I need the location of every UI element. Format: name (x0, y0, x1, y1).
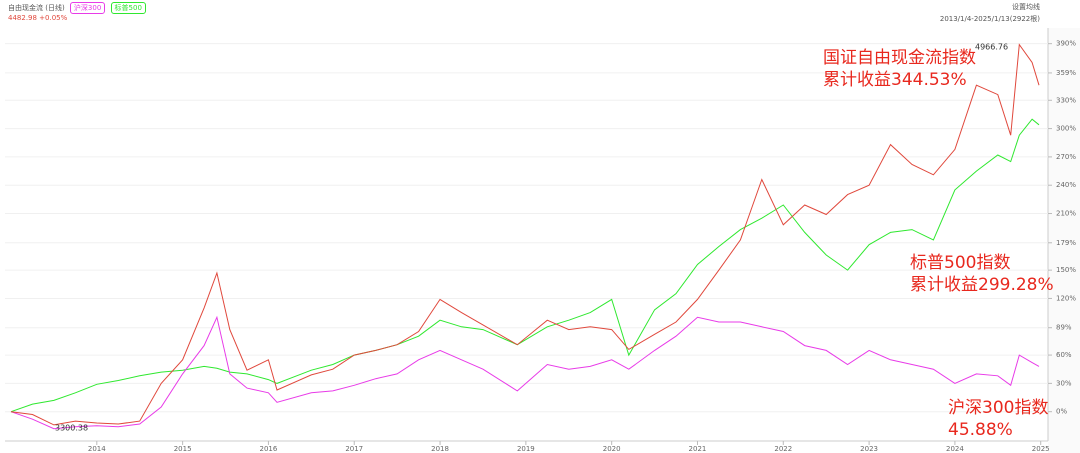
legend-entry[interactable]: 标普500 (110, 2, 146, 14)
y-tick-label: 270% (1056, 153, 1076, 161)
y-tick-label: 240% (1056, 181, 1076, 189)
x-tick-label: 2014 (88, 445, 106, 453)
x-tick-label: 2021 (689, 445, 707, 453)
annotation: 45.88% (948, 420, 1013, 440)
x-tick-label: 2024 (946, 445, 964, 453)
annotation: 沪深300指数 (948, 398, 1048, 418)
y-tick-label: 330% (1056, 96, 1076, 104)
x-tick-label: 2017 (345, 445, 363, 453)
y-tick-label: 60% (1056, 351, 1072, 359)
x-tick-label: 2020 (603, 445, 621, 453)
annotation: 4966.76 (975, 43, 1008, 52)
chart-subtitle: 4482.98 +0.05% (8, 14, 68, 22)
header-left: 自由现金流 (日线) 沪深300 标普500 (8, 2, 146, 14)
annotation: 3300.38 (55, 424, 88, 433)
annotation: 累计收益344.53% (823, 70, 967, 90)
settings-button[interactable]: 设置均线 (1012, 3, 1040, 11)
range-label: 2013/1/4-2025/1/13(2922根) (939, 15, 1040, 23)
x-tick-label: 2018 (431, 445, 449, 453)
x-tick-label: 2019 (517, 445, 535, 453)
y-tick-label: 359% (1056, 69, 1076, 77)
axis-panel (1048, 28, 1080, 453)
chart-title: 自由现金流 (日线) (8, 4, 65, 12)
x-tick-label: 2025 (1032, 445, 1050, 453)
y-tick-label: 390% (1056, 40, 1076, 48)
x-tick-label: 2016 (260, 445, 278, 453)
annotation: 标普500指数 (910, 253, 1010, 273)
x-tick-label: 2023 (860, 445, 878, 453)
series-line (10, 118, 1040, 413)
series-line (10, 315, 1040, 430)
y-tick-label: 300% (1056, 125, 1076, 133)
x-tick-label: 2015 (174, 445, 192, 453)
y-tick-label: 210% (1056, 210, 1076, 218)
annotation: 累计收益299.28% (910, 275, 1054, 295)
legend-entry[interactable]: 沪深300 (69, 2, 106, 14)
y-tick-label: 179% (1056, 239, 1076, 247)
x-tick-label: 2022 (774, 445, 792, 453)
y-tick-label: 89% (1056, 324, 1072, 332)
y-tick-label: 120% (1056, 294, 1076, 302)
annotation: 国证自由现金流指数 (823, 48, 976, 68)
series-line (10, 43, 1040, 426)
y-tick-label: 30% (1056, 379, 1072, 387)
y-tick-label: 150% (1056, 266, 1076, 274)
y-tick-label: 0% (1056, 408, 1067, 416)
